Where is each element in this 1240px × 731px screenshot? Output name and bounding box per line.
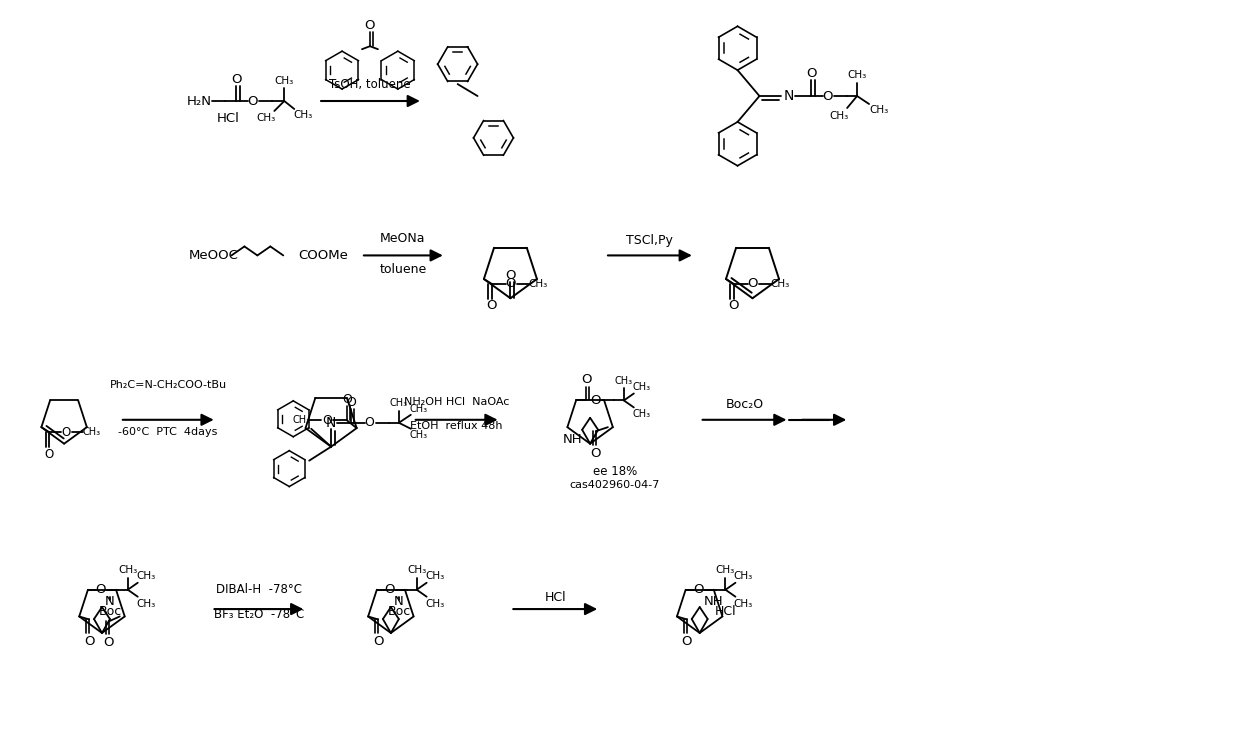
Text: CH₃: CH₃ xyxy=(293,415,311,425)
Text: H₂N: H₂N xyxy=(186,94,212,107)
Text: O: O xyxy=(103,636,114,649)
Text: HCl: HCl xyxy=(544,591,565,604)
Text: DIBAl-H  -78°C: DIBAl-H -78°C xyxy=(216,583,303,596)
Text: CH₃: CH₃ xyxy=(770,279,790,289)
Text: MeONa: MeONa xyxy=(381,232,425,245)
Text: HCl: HCl xyxy=(217,113,239,126)
Text: Boc: Boc xyxy=(387,605,410,618)
Text: MeOOC: MeOOC xyxy=(188,249,238,262)
Text: EtOH  reflux 48h: EtOH reflux 48h xyxy=(410,421,503,431)
Text: CH₃: CH₃ xyxy=(257,113,277,123)
Text: O: O xyxy=(346,396,356,409)
Text: ee 18%: ee 18% xyxy=(593,465,637,478)
Text: CH₃: CH₃ xyxy=(847,70,867,80)
Text: O: O xyxy=(822,89,832,102)
Text: O: O xyxy=(729,300,739,312)
Text: N: N xyxy=(105,595,115,608)
Text: O: O xyxy=(580,373,591,386)
Text: N: N xyxy=(326,416,336,430)
Text: CH₃: CH₃ xyxy=(528,279,547,289)
Text: CH₃: CH₃ xyxy=(632,409,651,420)
Text: O: O xyxy=(748,278,758,290)
Text: NH: NH xyxy=(563,433,582,446)
Text: O: O xyxy=(590,394,601,407)
Text: CH₃: CH₃ xyxy=(715,565,735,575)
Text: CH₃: CH₃ xyxy=(274,76,294,86)
Text: Boc: Boc xyxy=(98,605,122,618)
Text: NH₂OH HCl  NaOAc: NH₂OH HCl NaOAc xyxy=(404,397,510,407)
Text: cas402960-04-7: cas402960-04-7 xyxy=(570,480,660,490)
Text: O: O xyxy=(505,269,516,282)
Text: CH₃: CH₃ xyxy=(409,404,428,414)
Text: O: O xyxy=(322,414,332,427)
Text: Ph₂C=N-CH₂COO-tBu: Ph₂C=N-CH₂COO-tBu xyxy=(110,380,227,390)
Text: O: O xyxy=(590,447,601,460)
Text: CH₃: CH₃ xyxy=(136,599,155,609)
Text: CH₃: CH₃ xyxy=(294,110,312,120)
Text: O: O xyxy=(373,635,383,648)
Text: CH₃: CH₃ xyxy=(734,599,753,609)
Text: CH₃: CH₃ xyxy=(869,105,889,115)
Text: HCl: HCl xyxy=(715,605,737,618)
Text: CH₃: CH₃ xyxy=(118,565,138,575)
Text: N: N xyxy=(394,595,404,608)
Text: CH₃: CH₃ xyxy=(425,571,444,581)
Text: CH₃: CH₃ xyxy=(407,565,427,575)
Text: CH₃: CH₃ xyxy=(425,599,444,609)
Text: CH₃: CH₃ xyxy=(830,111,849,121)
Text: CH₃: CH₃ xyxy=(389,398,408,408)
Text: O: O xyxy=(682,635,692,648)
Text: O: O xyxy=(806,67,816,80)
Text: O: O xyxy=(486,300,497,312)
Text: O: O xyxy=(62,425,71,439)
Text: NH: NH xyxy=(704,595,724,608)
Text: O: O xyxy=(95,583,107,596)
Text: TSCl,Py: TSCl,Py xyxy=(626,234,673,247)
Text: -60°C  PTC  4days: -60°C PTC 4days xyxy=(118,427,217,436)
Text: TsOH, toluene: TsOH, toluene xyxy=(329,77,410,91)
Text: O: O xyxy=(247,94,258,107)
Text: N: N xyxy=(784,89,794,103)
Text: O: O xyxy=(84,635,94,648)
Text: O: O xyxy=(693,583,704,596)
Text: CH₃: CH₃ xyxy=(734,571,753,581)
Text: O: O xyxy=(365,416,374,429)
Text: toluene: toluene xyxy=(379,263,427,276)
Text: CH₃: CH₃ xyxy=(82,427,100,437)
Text: O: O xyxy=(342,393,352,406)
Text: Boc₂O: Boc₂O xyxy=(725,398,764,412)
Text: CH₃: CH₃ xyxy=(632,382,651,392)
Text: O: O xyxy=(231,72,242,86)
Text: CH₃: CH₃ xyxy=(409,430,428,440)
Text: O: O xyxy=(506,278,516,290)
Text: BF₃ Et₂O  -78°C: BF₃ Et₂O -78°C xyxy=(215,607,305,621)
Text: COOMe: COOMe xyxy=(299,249,348,262)
Text: O: O xyxy=(384,583,396,596)
Text: CH₃: CH₃ xyxy=(136,571,155,581)
Text: O: O xyxy=(365,19,376,31)
Text: CH₃: CH₃ xyxy=(615,376,632,385)
Text: O: O xyxy=(45,447,55,461)
